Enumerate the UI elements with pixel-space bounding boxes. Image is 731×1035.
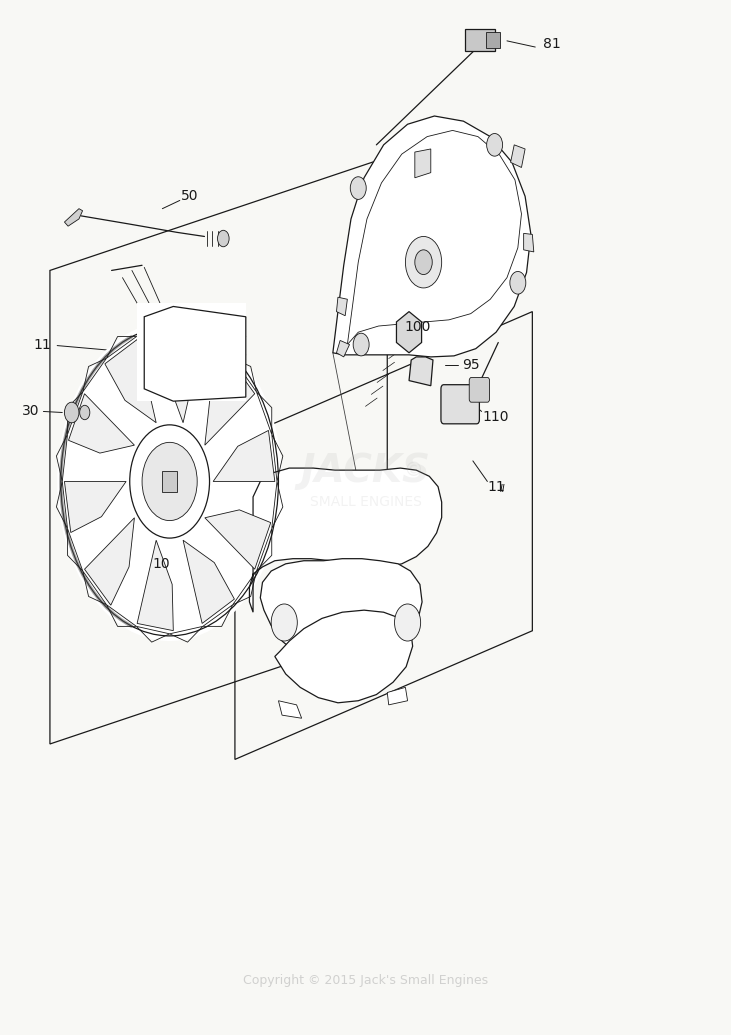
Text: 10: 10: [152, 557, 170, 571]
Circle shape: [350, 177, 366, 200]
Text: 110: 110: [483, 410, 510, 423]
FancyBboxPatch shape: [441, 385, 480, 423]
Polygon shape: [137, 540, 173, 630]
Text: 30: 30: [22, 405, 39, 418]
Text: JACKS: JACKS: [300, 452, 431, 491]
Polygon shape: [336, 341, 349, 357]
Text: 81: 81: [543, 37, 561, 51]
Circle shape: [353, 333, 369, 356]
Polygon shape: [396, 312, 422, 353]
Polygon shape: [205, 510, 270, 569]
Polygon shape: [336, 297, 347, 316]
Text: Copyright © 2015 Jack's Small Engines: Copyright © 2015 Jack's Small Engines: [243, 974, 488, 987]
Circle shape: [64, 403, 79, 422]
Polygon shape: [387, 687, 408, 705]
Circle shape: [57, 322, 282, 641]
Polygon shape: [64, 209, 83, 227]
Polygon shape: [333, 116, 531, 357]
Text: II: II: [500, 483, 505, 494]
Polygon shape: [510, 145, 525, 168]
Polygon shape: [409, 357, 433, 386]
Polygon shape: [144, 306, 246, 402]
Circle shape: [218, 230, 229, 246]
Polygon shape: [64, 481, 126, 533]
FancyBboxPatch shape: [469, 378, 490, 403]
Circle shape: [414, 249, 432, 274]
Polygon shape: [105, 339, 156, 422]
Polygon shape: [279, 701, 302, 718]
Circle shape: [487, 134, 503, 156]
Polygon shape: [249, 468, 442, 613]
FancyBboxPatch shape: [465, 29, 496, 51]
Text: 11: 11: [34, 337, 52, 352]
Circle shape: [406, 236, 442, 288]
FancyBboxPatch shape: [162, 471, 177, 492]
Text: 11: 11: [487, 479, 505, 494]
Polygon shape: [523, 233, 534, 252]
Polygon shape: [260, 559, 422, 666]
Polygon shape: [414, 149, 431, 178]
Circle shape: [142, 442, 197, 521]
Polygon shape: [205, 358, 254, 445]
Text: 50: 50: [181, 189, 199, 203]
FancyBboxPatch shape: [137, 303, 246, 402]
Text: ©: ©: [403, 461, 423, 479]
Polygon shape: [183, 540, 235, 623]
Circle shape: [80, 406, 90, 420]
Text: 95: 95: [462, 358, 480, 373]
Text: SMALL ENGINES: SMALL ENGINES: [309, 495, 422, 509]
FancyBboxPatch shape: [486, 32, 501, 48]
Polygon shape: [166, 332, 202, 422]
Text: 100: 100: [404, 320, 431, 334]
Polygon shape: [213, 431, 275, 481]
Circle shape: [510, 271, 526, 294]
Polygon shape: [275, 611, 413, 703]
Polygon shape: [69, 393, 135, 453]
Polygon shape: [85, 518, 135, 605]
Circle shape: [271, 604, 298, 641]
Circle shape: [395, 604, 420, 641]
